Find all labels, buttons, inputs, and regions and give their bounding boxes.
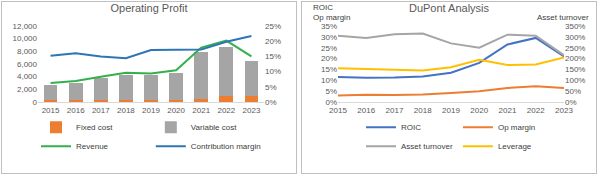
svg-text:4,000: 4,000 bbox=[17, 72, 38, 81]
svg-text:Asset turnover: Asset turnover bbox=[401, 142, 453, 151]
svg-text:10%: 10% bbox=[265, 67, 281, 76]
svg-text:20%: 20% bbox=[265, 37, 281, 46]
svg-text:2017: 2017 bbox=[91, 105, 110, 115]
svg-text:2021: 2021 bbox=[192, 105, 211, 115]
svg-text:DuPont Analysis: DuPont Analysis bbox=[409, 2, 490, 14]
svg-text:150%: 150% bbox=[565, 65, 585, 74]
svg-text:8,000: 8,000 bbox=[17, 47, 38, 56]
svg-text:6,000: 6,000 bbox=[17, 60, 38, 69]
svg-text:100%: 100% bbox=[565, 76, 585, 85]
svg-text:2016: 2016 bbox=[357, 105, 376, 115]
svg-text:10,000: 10,000 bbox=[13, 34, 38, 43]
svg-text:Asset turnover: Asset turnover bbox=[537, 13, 589, 22]
svg-text:ROICOp margin: ROICOp margin bbox=[313, 3, 350, 22]
svg-text:Revenue: Revenue bbox=[76, 142, 109, 151]
svg-text:10%: 10% bbox=[321, 76, 337, 85]
svg-text:Operating Profit: Operating Profit bbox=[110, 2, 187, 14]
svg-text:2015: 2015 bbox=[41, 105, 60, 115]
svg-text:Variable cost: Variable cost bbox=[191, 123, 237, 132]
svg-text:20%: 20% bbox=[321, 54, 337, 63]
svg-text:2022: 2022 bbox=[526, 105, 545, 115]
svg-text:250%: 250% bbox=[565, 44, 585, 53]
svg-text:2020: 2020 bbox=[470, 105, 489, 115]
svg-text:30%: 30% bbox=[321, 33, 337, 42]
svg-text:2019: 2019 bbox=[142, 105, 160, 115]
svg-text:Contribution margin: Contribution margin bbox=[191, 142, 261, 151]
svg-text:2023: 2023 bbox=[242, 105, 261, 115]
svg-text:15%: 15% bbox=[321, 65, 337, 74]
svg-text:2018: 2018 bbox=[117, 105, 135, 115]
svg-text:200%: 200% bbox=[565, 54, 585, 63]
svg-text:2015: 2015 bbox=[329, 106, 347, 115]
svg-text:2022: 2022 bbox=[217, 105, 236, 115]
svg-text:2018: 2018 bbox=[413, 105, 432, 115]
svg-text:15%: 15% bbox=[265, 52, 281, 61]
svg-text:12,000: 12,000 bbox=[13, 22, 38, 31]
svg-text:0: 0 bbox=[33, 98, 38, 107]
svg-text:Leverage: Leverage bbox=[498, 142, 532, 151]
svg-text:35%: 35% bbox=[321, 22, 337, 31]
svg-text:ROIC: ROIC bbox=[401, 123, 421, 132]
svg-text:50%: 50% bbox=[565, 87, 581, 96]
svg-text:2017: 2017 bbox=[385, 105, 404, 115]
svg-text:2021: 2021 bbox=[498, 105, 517, 115]
svg-text:2020: 2020 bbox=[167, 105, 185, 115]
svg-text:2016: 2016 bbox=[66, 105, 85, 115]
svg-text:Fixed cost: Fixed cost bbox=[76, 123, 113, 132]
svg-text:350%: 350% bbox=[565, 22, 585, 31]
svg-text:25%: 25% bbox=[265, 22, 281, 31]
svg-text:Op margin: Op margin bbox=[498, 123, 535, 132]
svg-text:2019: 2019 bbox=[442, 105, 460, 115]
svg-text:0%: 0% bbox=[325, 98, 337, 107]
svg-text:5%: 5% bbox=[265, 83, 277, 92]
svg-text:25%: 25% bbox=[321, 44, 337, 53]
svg-text:2,000: 2,000 bbox=[17, 85, 38, 94]
svg-text:5%: 5% bbox=[325, 87, 337, 96]
svg-text:0%: 0% bbox=[565, 98, 577, 107]
svg-text:0%: 0% bbox=[265, 98, 277, 107]
svg-text:300%: 300% bbox=[565, 33, 585, 42]
svg-text:2023: 2023 bbox=[555, 106, 573, 115]
